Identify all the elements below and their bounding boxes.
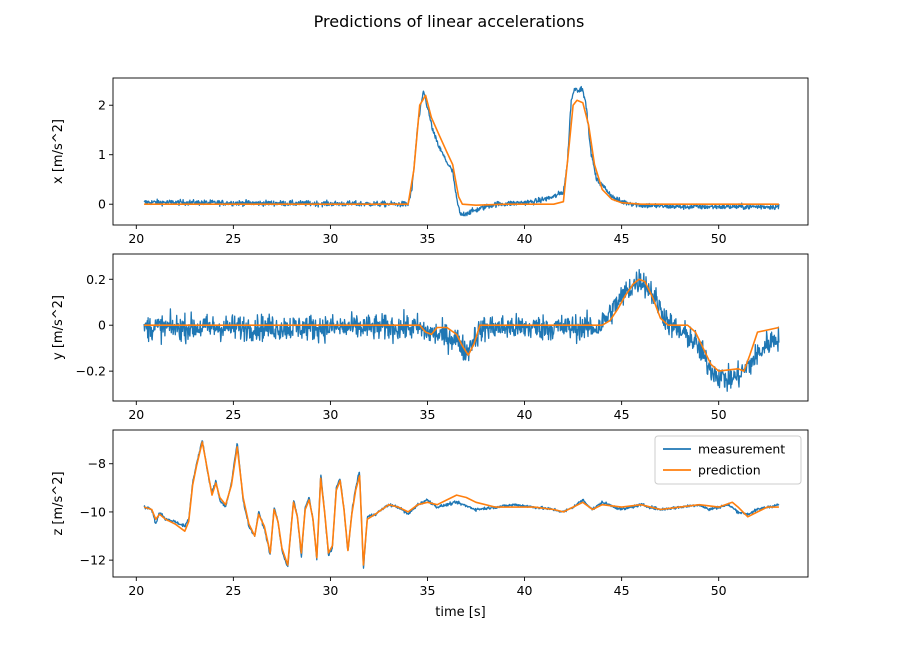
x-tick-label: 35 bbox=[420, 231, 436, 246]
x-tick-label: 40 bbox=[517, 583, 533, 598]
x-tick-label: 40 bbox=[517, 407, 533, 422]
x-tick-label: 30 bbox=[322, 583, 338, 598]
y-tick-label: 0 bbox=[98, 318, 106, 333]
x-tick-label: 30 bbox=[322, 231, 338, 246]
subplot-2: 20 25 30 35 40 45 50 −0.2 0 0.2 y [m/s^2] bbox=[51, 253, 809, 422]
axes-frame bbox=[112, 429, 809, 578]
y-tick-label: −8 bbox=[88, 456, 106, 471]
legend: measurement prediction bbox=[654, 435, 802, 485]
x-tick-label: 25 bbox=[225, 583, 241, 598]
y-tick-label: 1 bbox=[98, 147, 106, 162]
y-axis-label: x [m/s^2] bbox=[51, 119, 66, 184]
y-tick-label: 2 bbox=[98, 98, 106, 113]
x-tick-label: 45 bbox=[614, 231, 630, 246]
x-tick-label: 25 bbox=[225, 231, 241, 246]
axes-frame bbox=[112, 253, 809, 402]
x-tick-label: 50 bbox=[711, 407, 727, 422]
y-axis-label: y [m/s^2] bbox=[51, 295, 66, 360]
x-tick-label: 50 bbox=[711, 231, 727, 246]
y-tick-label: −0.2 bbox=[76, 364, 106, 379]
legend-box bbox=[654, 435, 802, 485]
series-prediction bbox=[144, 278, 780, 372]
subplot-3: 20 25 30 35 40 45 50 −12 −10 −8 z [m/s^2] time [s] m… bbox=[51, 429, 809, 620]
x-tick-label: 45 bbox=[614, 583, 630, 598]
series-prediction bbox=[144, 94, 779, 206]
y-tick-label: 0.2 bbox=[86, 272, 106, 287]
series-measurement bbox=[143, 85, 780, 217]
x-tick-label: 40 bbox=[517, 231, 533, 246]
subplot-1: 20 25 30 35 40 45 50 0 1 2 x [m/s^2] bbox=[51, 77, 809, 246]
subplots: 20 25 30 35 40 45 50 0 1 2 x [m/s^2] 20 25 30 35 40 45 50… bbox=[51, 77, 809, 620]
axes-frame bbox=[112, 77, 809, 226]
x-tick-label: 20 bbox=[128, 583, 144, 598]
plot-area bbox=[143, 440, 780, 569]
x-tick-label: 35 bbox=[420, 583, 436, 598]
x-tick-label: 20 bbox=[128, 231, 144, 246]
y-tick-label: −12 bbox=[80, 553, 106, 568]
x-tick-label: 50 bbox=[711, 583, 727, 598]
x-tick-label: 30 bbox=[322, 407, 338, 422]
x-tick-label: 25 bbox=[225, 407, 241, 422]
x-axis-label: time [s] bbox=[435, 605, 485, 620]
y-axis-label: z [m/s^2] bbox=[51, 471, 66, 535]
plot-area bbox=[143, 85, 780, 217]
y-tick-label: −10 bbox=[80, 504, 106, 519]
y-tick-label: 0 bbox=[98, 197, 106, 212]
plot-area bbox=[143, 268, 780, 392]
x-tick-label: 35 bbox=[420, 407, 436, 422]
x-tick-label: 45 bbox=[614, 407, 630, 422]
figure-title: Predictions of linear accelerations bbox=[314, 12, 585, 31]
legend-entry-measurement: measurement bbox=[698, 442, 785, 457]
x-tick-label: 20 bbox=[128, 407, 144, 422]
legend-entry-prediction: prediction bbox=[698, 463, 761, 478]
series-prediction bbox=[143, 441, 779, 566]
